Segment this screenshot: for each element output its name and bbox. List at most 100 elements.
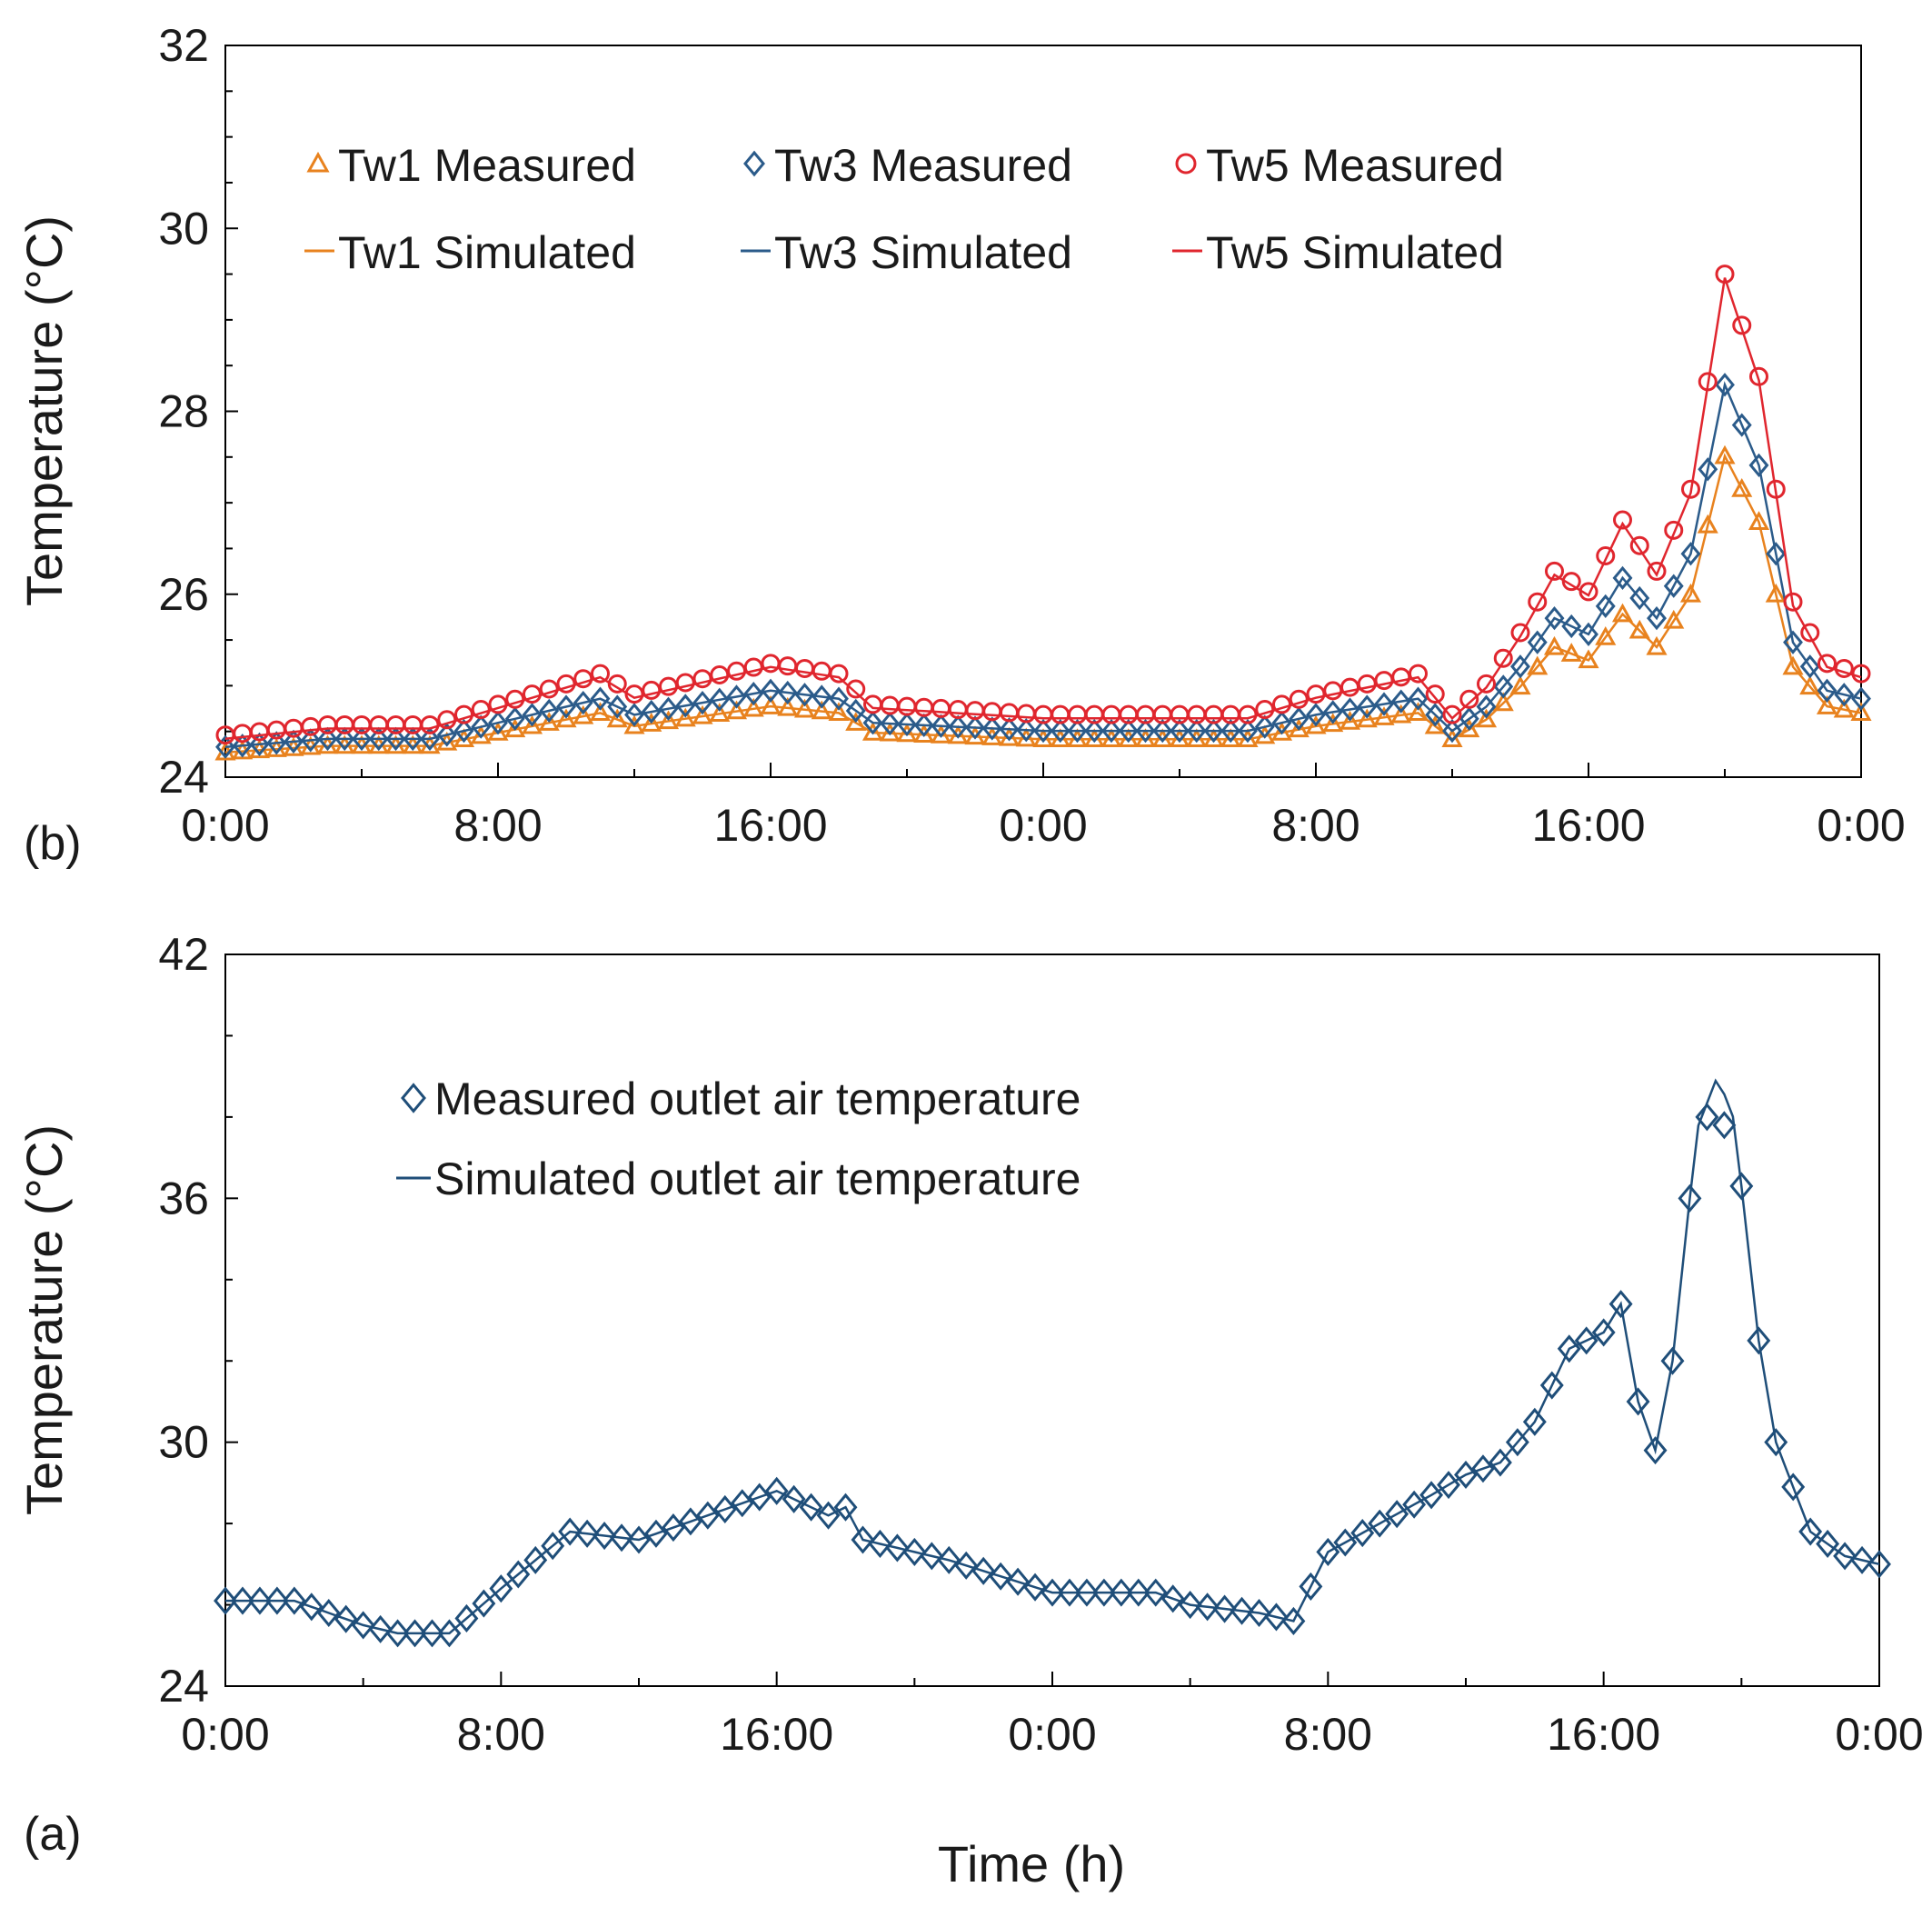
panel-a-measured-point [1626,1387,1650,1416]
panel-b-tw1-measured-point [1424,714,1446,734]
panel-a-measured-point [695,1501,720,1530]
panel-b-tw1-measured-point [623,714,645,734]
panel-b-tw5-measured-point [1647,561,1667,581]
panel-a-measured-point [437,1619,462,1648]
panel-b-tw1-measured-point [1373,706,1395,725]
panel-b-xtick-label: 0:00 [1817,800,1905,851]
panel-b-tw1-measured-point [1714,444,1736,464]
panel-b-tw3-measured-point [1016,718,1037,743]
panel-b-tw1-measured-point [998,726,1021,746]
panel-b-tw3-measured-point [1203,718,1224,744]
panel-b-tw1-measured-point [1850,702,1872,722]
panel-a-ytick-label: 24 [158,1661,209,1712]
panel-a-measured-point [523,1545,548,1574]
panel-a-measured-point [816,1501,841,1530]
panel-b-tw1-measured-point [641,713,662,732]
panel-b-tw3-measured-point [352,726,372,752]
panel-b-tw3-measured-point [1595,594,1616,618]
panel-b-tw1-measured-point [1816,695,1838,714]
panel-b-tw1-measured-point [981,726,1003,745]
panel-b-tw3-measured-point [1766,542,1787,566]
panel-a-measured-point [885,1533,910,1563]
panel-b-tw3-measured-point [1493,674,1514,699]
panel-b-tw3-measured-point [1510,654,1530,679]
panel-b-tw3-measured-point [488,711,508,735]
panel-b-tw5-measured-point [1664,520,1684,540]
panel-b-tw3-measured-point [948,714,969,739]
panel-a-measured-point [1471,1454,1495,1483]
panel-b-tw3-measured-point [1101,718,1121,744]
panel-b-tw3-measured-point [1306,703,1326,727]
panel-b-tw3-measured-point [1561,614,1582,639]
panel-b-tw5-measured-point [539,679,559,699]
panel-b-legend-tw1-measured-label: Tw1 Measured [338,140,636,191]
panel-a-measured-point [1230,1596,1254,1625]
panel-a-measured-point [644,1519,668,1548]
panel-a-measured-point [851,1525,875,1554]
panel-b-tw1-measured-point [879,722,901,742]
panel-a-measured-point [506,1560,531,1589]
panel-b-xtick-label: 8:00 [1271,800,1359,851]
panel-a-measured-point [1522,1407,1547,1436]
panel-b-tw1-measured-point [1220,728,1241,748]
panel-b-tw3-measured-point [812,684,832,709]
panel-b-tw1-measured-point [1100,728,1122,748]
panel-b-tw5-measured-point [846,679,866,699]
panel-b-tw5-measured-point [1613,510,1632,530]
panel-a-measured-point [1643,1436,1668,1465]
panel-b-tw3-measured-point [1799,654,1820,679]
panel-a-plot-area [224,954,1880,1687]
panel-a-measured-point [472,1589,496,1618]
panel-b-tw1-measured-point [1679,583,1702,603]
panel-a-measured-point [1281,1606,1306,1635]
panel-a-measured-point [937,1545,961,1574]
panel-a-ytick-label: 30 [158,1417,209,1468]
panel-b-tw3-measured-point [522,703,543,727]
panel-a-measured-point [747,1483,772,1512]
panel-a-measured-point [712,1494,737,1524]
panel-b-tw1-measured-point [470,724,492,744]
panel-a-simulated-line [225,1078,1880,1635]
panel-b-tw3-measured-point [300,728,321,753]
panel-a-measured-point [730,1489,754,1518]
panel-b-tw3-measured-point [1289,706,1310,731]
panel-b-tw5-measured-point [1510,623,1530,643]
panel-b-tw5-measured-point [624,684,644,704]
panel-a-measured-point [1368,1509,1392,1538]
panel-b-tw3-measured-point [829,686,849,711]
panel-a-xtick-label: 8:00 [1284,1709,1372,1760]
panel-a-measured-point [1316,1537,1340,1566]
panel-b-tw3-measured-point [573,690,593,715]
panel-b-tw5-measured-point [607,674,627,694]
panel-b-tw3-measured-point [1851,686,1871,711]
panel-b-tw1-measured-point [1339,710,1361,730]
panel-b-tw1-measured-point [1646,635,1668,655]
panel-a-measured-point [1023,1573,1047,1602]
panel-b-legend-tw3-measured-label: Tw3 Measured [774,140,1072,191]
panel-b-tw3-measured-point [504,706,525,731]
panel-b-tw3-measured-point [284,729,304,754]
panel-b-legend-tw1-measured-symbol [306,151,330,173]
panel-a-measured-point [1867,1550,1891,1579]
panel-b-tw5-measured-point [1596,545,1616,565]
panel-a-measured-point [868,1529,892,1559]
panel-b-tw1-measured-point [964,725,986,745]
panel-a-measured-point [1091,1578,1116,1607]
panel-a-xtick-label: 16:00 [1547,1709,1660,1760]
panel-a-measured-point [627,1525,651,1554]
panel-b-tw1-measured-point [1628,619,1650,639]
panel-b-tw3-simulated-line [224,381,1862,749]
panel-a-xtick-label: 0:00 [1008,1709,1096,1760]
panel-b-tw3-measured-point [1067,718,1088,744]
panel-b-tw3-measured-point [1186,718,1207,744]
panel-a-measured-point [1816,1529,1840,1559]
panel-a-measured-point [489,1574,513,1603]
panel-b-tw1-measured-point [453,728,475,748]
panel-b-tw1-measured-point [1186,728,1208,748]
panel-a-measured-point [593,1521,617,1551]
panel-b-tw1-measured-point [1270,722,1293,741]
panel-a-measured-point [1143,1578,1168,1607]
panel-a-measured-point [799,1493,823,1522]
panel-b-tw3-measured-point [1578,622,1598,646]
panel-b-tw3-measured-point [862,711,883,735]
